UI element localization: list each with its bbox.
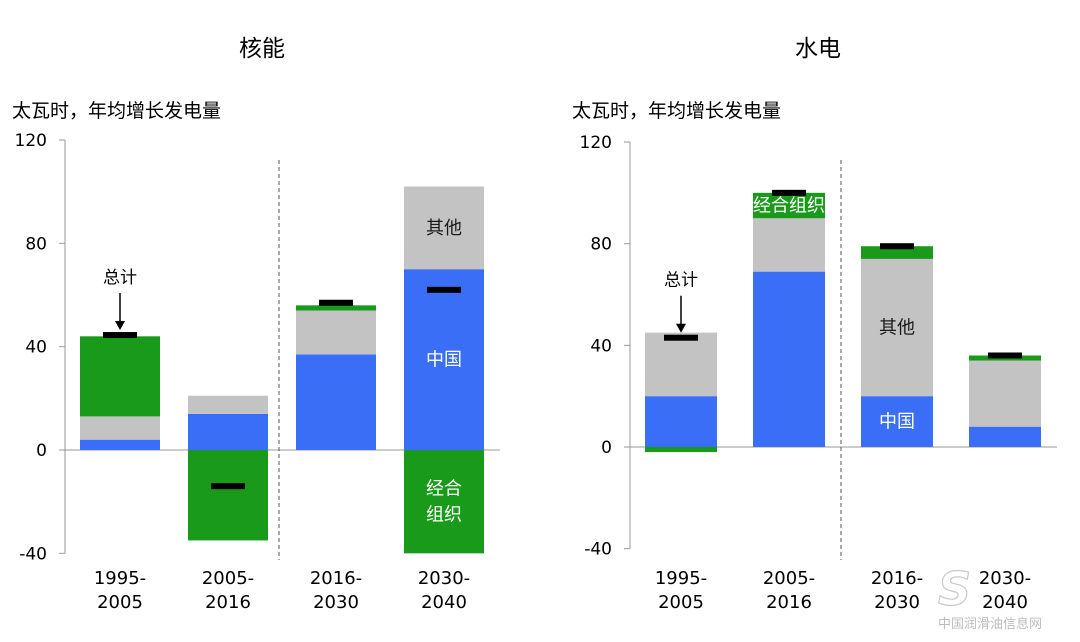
y-tick-label: 80	[25, 234, 47, 254]
y-tick-label: 40	[590, 336, 612, 356]
total-annotation-label: 总计	[103, 268, 137, 288]
bar-segment	[861, 246, 933, 259]
segment-label: 经合组织	[426, 479, 462, 526]
bar-segment	[188, 395, 268, 414]
segment-label: 中国	[879, 412, 915, 433]
bar-segment	[80, 336, 160, 417]
y-tick-label: 120	[580, 133, 612, 153]
segment-label: 其他	[879, 318, 915, 339]
bar-segment	[753, 218, 825, 272]
x-category-label: 2030-2040	[418, 568, 470, 613]
bar-segment	[969, 426, 1041, 447]
x-category-label: 2005-2016	[202, 568, 254, 613]
segment-label: 中国	[426, 350, 462, 371]
total-marker	[319, 299, 353, 306]
bar-segment	[645, 447, 717, 453]
segment-label: 经合组织	[753, 196, 825, 217]
bar-segment	[645, 332, 717, 397]
x-category-label: 2016-2030	[871, 568, 923, 613]
x-category-label: 2016-2030	[310, 568, 362, 613]
total-marker	[427, 286, 461, 293]
bar-segment	[404, 186, 484, 270]
x-category-label: 2005-2016	[763, 568, 815, 613]
bar-segment	[753, 192, 825, 219]
bar-segment	[404, 450, 484, 554]
total-marker	[664, 334, 698, 341]
y-tick-label: 80	[590, 235, 612, 255]
total-marker	[880, 243, 914, 250]
watermark-caption: 中国润滑油信息网	[938, 616, 1042, 632]
y-tick-label: -40	[19, 544, 47, 564]
chart-title: 水电	[795, 36, 841, 62]
bar-segment	[861, 396, 933, 447]
total-marker	[988, 352, 1022, 359]
y-axis-label: 太瓦时，年均增长发电量	[12, 100, 221, 122]
x-category-label: 2030-2040	[979, 568, 1031, 613]
bar-segment	[753, 271, 825, 447]
bar-segment	[645, 396, 717, 447]
y-tick-label: 0	[601, 438, 612, 458]
bar-segment	[296, 310, 376, 355]
total-marker	[103, 332, 137, 339]
y-tick-label: -40	[584, 540, 612, 560]
bar-segment	[80, 439, 160, 450]
x-category-label: 1995-2005	[94, 568, 146, 613]
total-marker	[772, 189, 806, 196]
segment-label: 其他	[426, 218, 462, 239]
total-annotation-label: 总计	[664, 271, 698, 291]
total-marker	[211, 483, 245, 490]
x-category-label: 1995-2005	[655, 568, 707, 613]
bar-segment	[188, 450, 268, 541]
bar-segment	[296, 354, 376, 450]
y-tick-label: 40	[25, 338, 47, 358]
bar-segment	[80, 416, 160, 440]
arrow-head-icon	[676, 323, 686, 333]
bar-segment	[969, 360, 1041, 427]
bar-segment	[296, 305, 376, 311]
arrow-head-icon	[115, 321, 125, 331]
y-tick-label: 0	[36, 441, 47, 461]
y-axis-label: 太瓦时，年均增长发电量	[572, 100, 781, 122]
bar-segment	[404, 269, 484, 450]
bar-segment	[861, 258, 933, 397]
bar-segment	[188, 413, 268, 450]
chart-title: 核能	[239, 36, 285, 62]
watermark-logo: S 中国润滑油信息网	[937, 561, 1042, 632]
watermark-logo-letter: S	[938, 562, 971, 616]
y-tick-label: 120	[15, 131, 47, 151]
